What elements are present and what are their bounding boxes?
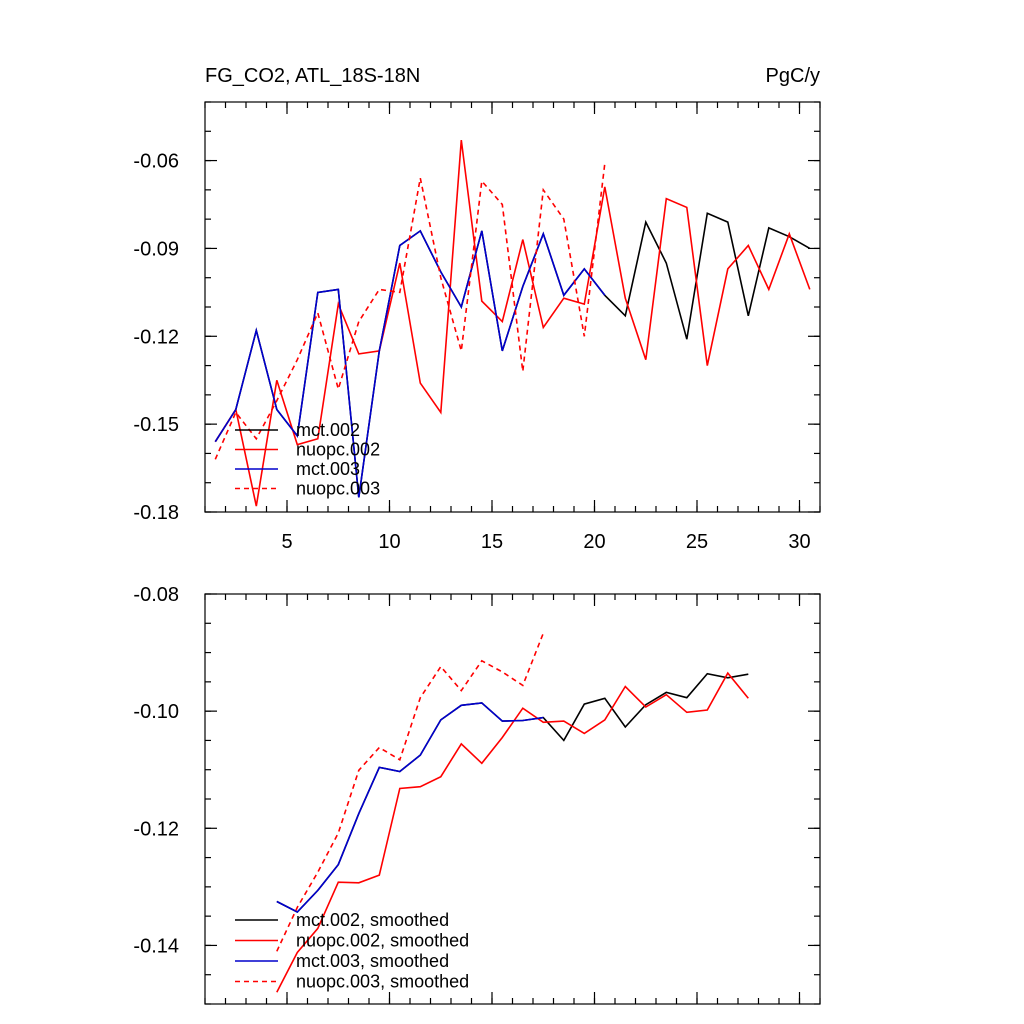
bottom-y-tick-label: -0.14	[133, 935, 179, 957]
bottom-series-line-nuopc-003-smoothed	[276, 632, 545, 952]
top-x-tick-label: 20	[583, 531, 605, 553]
top-legend-label: nuopc.002	[296, 440, 380, 460]
top-x-tick-label: 30	[788, 531, 810, 553]
bottom-series-line-nuopc-002-smoothed	[276, 671, 749, 993]
bottom-legend-label: mct.003, smoothed	[296, 951, 449, 971]
top-x-tick-label: 5	[281, 531, 292, 553]
top-y-tick-label: -0.12	[133, 326, 179, 348]
top-panel: FG_CO2, ATL_18S-18N PgC/y 5 10 15 20 25 30 -0.…	[133, 65, 821, 553]
top-y-tick-label: -0.09	[133, 238, 179, 260]
bottom-y-tick-label: -0.10	[133, 701, 179, 723]
bottom-y-tick-label: -0.12	[133, 818, 179, 840]
top-x-tick-label: 25	[686, 531, 708, 553]
top-panel-series	[214, 139, 811, 507]
top-y-tick-label: -0.18	[133, 502, 179, 524]
top-series-line-nuopc-003	[214, 163, 606, 460]
top-panel-ticks: 5 10 15 20 25 30 -0.18 -0.15 -0.12 -0.09 -0.06	[133, 101, 821, 553]
bottom-legend-label: nuopc.003, smoothed	[296, 972, 469, 992]
bottom-panel: -0.14-0.12-0.10-0.08 mct.002, smoothednu…	[133, 584, 821, 1005]
bottom-panel-series	[276, 632, 749, 993]
top-legend-label: nuopc.003	[296, 479, 380, 499]
top-series-line-mct-003	[214, 229, 606, 498]
top-x-tick-label: 10	[378, 531, 400, 553]
top-panel-units: PgC/y	[766, 65, 820, 87]
top-legend-label: mct.003	[296, 459, 360, 479]
bottom-panel-ticks: -0.14 -0.12 -0.10 -0.08	[133, 584, 821, 1005]
top-x-tick-label: 15	[481, 531, 503, 553]
top-legend-label: mct.002	[296, 420, 360, 440]
top-y-tick-label: -0.06	[133, 151, 179, 173]
bottom-series-line-mct-003-smoothed	[276, 702, 544, 913]
top-y-tick-label: -0.15	[133, 414, 179, 436]
bottom-legend-label: nuopc.002, smoothed	[296, 931, 469, 951]
bottom-legend-label: mct.002, smoothed	[296, 910, 449, 930]
top-series-line-nuopc-002	[214, 139, 811, 507]
bottom-series-line-mct-002-smoothed	[276, 672, 749, 913]
top-panel-title: FG_CO2, ATL_18S-18N	[205, 65, 420, 87]
bottom-y-tick-label: -0.08	[133, 584, 179, 606]
